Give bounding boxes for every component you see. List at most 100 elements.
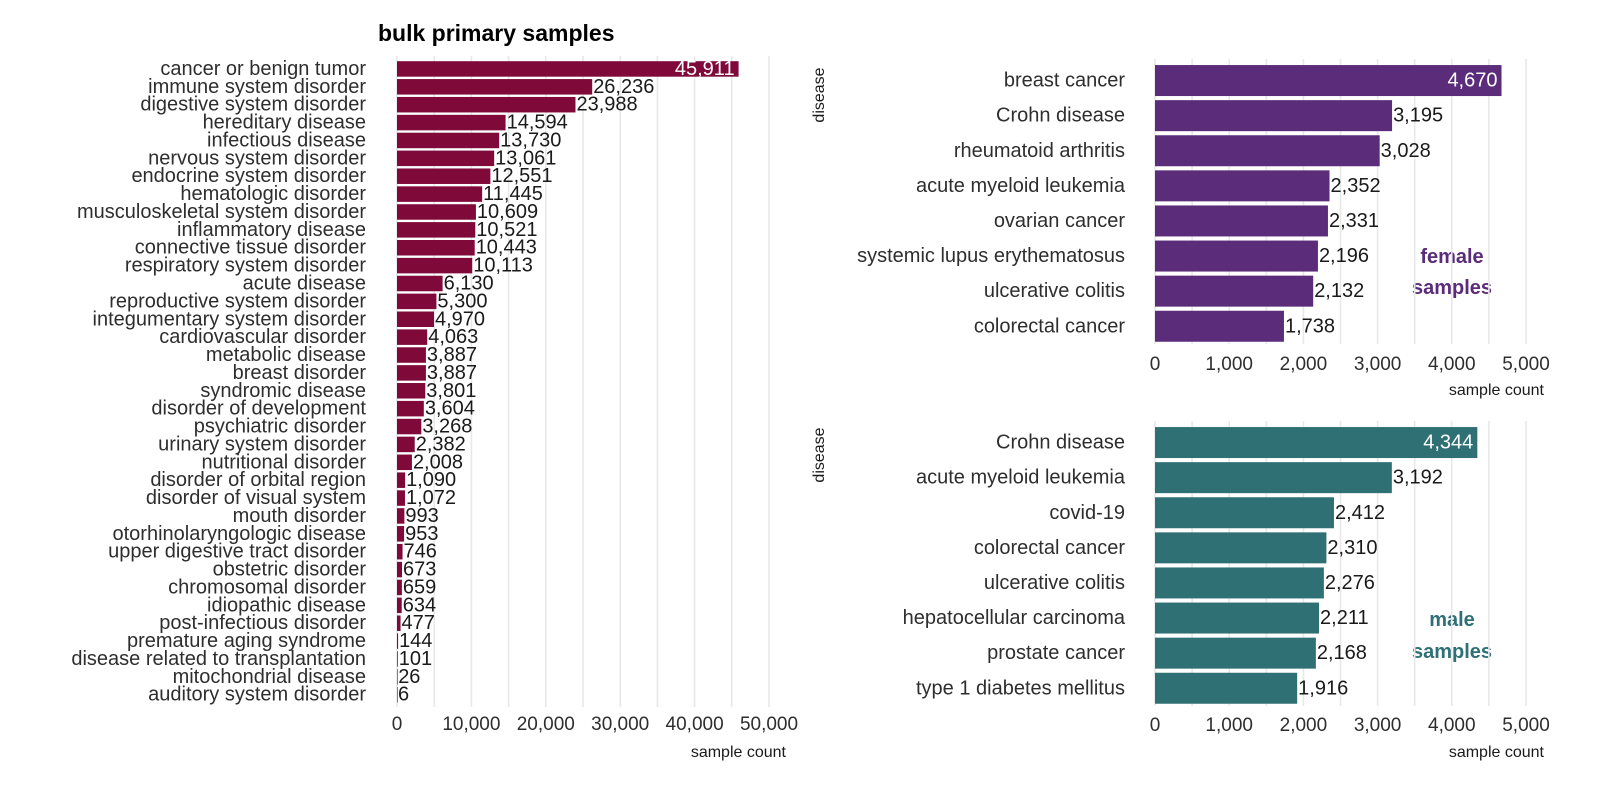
value-label: 746 [404, 541, 437, 563]
value-label: 2,168 [1317, 642, 1367, 664]
category-label: digestive system disorder [140, 94, 366, 116]
x-tick-label: 5,000 [1502, 354, 1550, 375]
value-label: 3,028 [1381, 140, 1431, 162]
bar [397, 239, 475, 256]
value-label: 953 [405, 523, 438, 545]
value-label: 3,268 [422, 416, 472, 438]
x-tick-label: 0 [1150, 715, 1161, 736]
bar [397, 543, 403, 560]
category-label: idiopathic disease [207, 594, 366, 616]
value-label: 23,988 [576, 94, 637, 116]
x-tick-label: 20,000 [517, 714, 575, 735]
value-label: 144 [399, 630, 432, 652]
value-label: 477 [402, 612, 435, 634]
value-label: 13,730 [500, 129, 561, 151]
x-tick-label: 3,000 [1354, 715, 1402, 736]
bar [1155, 170, 1330, 202]
bar [397, 561, 403, 578]
value-label: 3,887 [427, 362, 477, 384]
category-label: upper digestive tract disorder [108, 541, 366, 563]
bar [397, 454, 412, 471]
category-label: connective tissue disorder [135, 237, 367, 259]
x-axis-title: sample count [1449, 744, 1545, 761]
value-label: 3,801 [426, 380, 476, 402]
male-samples-panel: disease sample count male samples 0 1,000… [811, 421, 1550, 761]
value-label: 45,911 [675, 58, 735, 80]
category-label: mitochondrial disease [173, 666, 366, 688]
value-label: 10,609 [477, 201, 538, 223]
value-label: 5,300 [437, 290, 487, 312]
category-label: ulcerative colitis [984, 280, 1125, 302]
x-tick-label: 0 [1150, 354, 1161, 375]
bar [397, 347, 426, 363]
bar [397, 597, 402, 614]
bar [1155, 310, 1284, 342]
bar [397, 508, 405, 524]
bar [397, 490, 405, 506]
category-label: rheumatoid arthritis [954, 140, 1125, 162]
value-label: 2,310 [1327, 537, 1377, 559]
bar [1155, 205, 1328, 237]
bar [1155, 275, 1314, 307]
category-label: covid-19 [1049, 502, 1125, 524]
value-label: 3,195 [1393, 105, 1443, 127]
category-label: acute myeloid leukemia [916, 467, 1126, 489]
bar [397, 96, 576, 113]
category-label: reproductive system disorder [109, 290, 366, 312]
value-label: 10,443 [476, 237, 537, 259]
category-label: disorder of orbital region [150, 469, 366, 491]
bulk-samples-panel: bulk primary samples sample count 0 10,00… [71, 20, 798, 761]
value-label: 1,072 [406, 487, 456, 509]
category-label: musculoskeletal system disorder [77, 201, 366, 223]
category-label: nervous system disorder [148, 147, 366, 169]
value-label: 2,196 [1319, 245, 1369, 267]
bar [397, 669, 398, 685]
bar [397, 383, 426, 399]
value-label: 673 [403, 559, 436, 581]
category-label: ovarian cancer [994, 210, 1126, 232]
bar [397, 204, 476, 220]
x-tick-label: 5,000 [1502, 715, 1550, 736]
x-tick-label: 40,000 [666, 714, 724, 735]
value-label: 2,008 [413, 451, 463, 473]
x-tick-label: 2,000 [1280, 715, 1328, 736]
value-label: 3,887 [427, 344, 477, 366]
category-label: systemic lupus erythematosus [857, 245, 1125, 267]
value-label: 4,344 [1423, 432, 1473, 454]
value-label: 2,276 [1325, 572, 1375, 594]
category-label: Crohn disease [996, 105, 1125, 127]
value-label: 4,063 [428, 326, 478, 348]
category-label: mouth disorder [233, 505, 367, 527]
y-axis-title: disease [811, 427, 828, 482]
bar [397, 186, 483, 202]
category-label: psychiatric disorder [194, 416, 367, 438]
x-tick-label: 4,000 [1428, 715, 1476, 736]
x-tick-label: 30,000 [591, 714, 649, 735]
bar [397, 293, 437, 310]
category-label: ulcerative colitis [984, 572, 1125, 594]
category-label: metabolic disease [206, 344, 366, 366]
bar [397, 150, 495, 167]
value-label: 2,132 [1314, 280, 1364, 302]
bar [1155, 65, 1502, 97]
category-label: breast disorder [233, 362, 367, 384]
bar [397, 418, 422, 435]
value-label: 14,594 [507, 112, 568, 134]
bar [397, 222, 476, 238]
category-label: type 1 diabetes mellitus [916, 677, 1125, 699]
bar [397, 579, 402, 596]
category-label: colorectal cancer [974, 315, 1126, 337]
chart-title: bulk primary samples [378, 20, 615, 46]
category-label: acute myeloid leukemia [916, 175, 1126, 197]
bar [1155, 637, 1316, 669]
bulk-samples-plot: 0 10,000 20,000 30,000 40,000 50,000 cancer or… [71, 56, 798, 735]
category-label: prostate cancer [987, 642, 1125, 664]
category-label: acute disease [243, 273, 366, 295]
bar [1155, 462, 1392, 494]
value-label: 3,604 [425, 398, 475, 420]
bar [1155, 240, 1318, 272]
value-label: 6,130 [444, 273, 494, 295]
category-label: nutritional disorder [201, 451, 366, 473]
bar [1155, 135, 1380, 167]
